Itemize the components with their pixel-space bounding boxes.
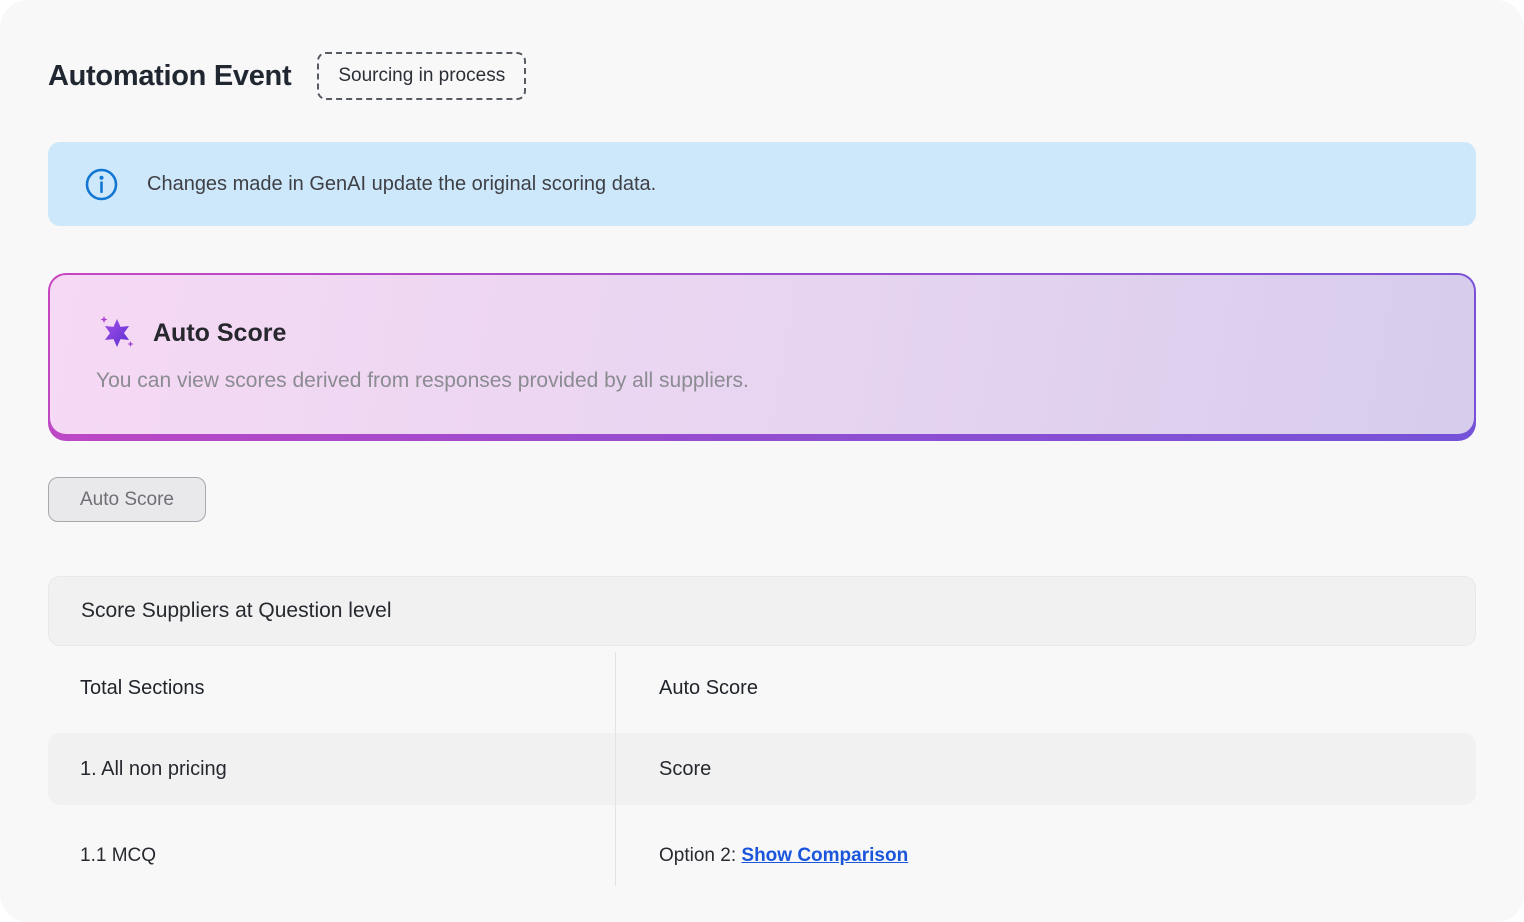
auto-score-button[interactable]: Auto Score <box>48 477 206 522</box>
auto-score-card-header: Auto Score <box>96 312 1428 354</box>
table-row: 1.1 MCQ Option 2: Show Comparison <box>48 805 1476 907</box>
table-header-row: Total Sections Auto Score <box>48 646 1476 731</box>
info-banner: Changes made in GenAI update the origina… <box>48 142 1476 226</box>
option-label: Option 2: <box>659 845 742 866</box>
auto-score-card-subtitle: You can view scores derived from respons… <box>96 369 749 392</box>
info-banner-text: Changes made in GenAI update the origina… <box>147 172 657 195</box>
show-comparison-link[interactable]: Show Comparison <box>741 845 909 866</box>
section-header: Score Suppliers at Question level <box>48 576 1476 646</box>
page-title: Automation Event <box>48 59 292 92</box>
title-row: Automation Event Sourcing in process <box>48 52 1476 100</box>
score-table: Total Sections Auto Score 1. All non pri… <box>48 646 1476 907</box>
section-cell: 1.1 MCQ <box>80 845 157 866</box>
score-cell: Option 2: Show Comparison <box>615 845 1476 867</box>
status-badge: Sourcing in process <box>317 52 527 100</box>
info-circle-icon <box>84 167 119 202</box>
auto-score-card: Auto Score You can view scores derived f… <box>48 273 1476 441</box>
column-header-auto-score: Auto Score <box>659 677 758 699</box>
sparkle-star-icon <box>96 312 138 354</box>
table-row: 1. All non pricing Score <box>48 733 1476 805</box>
section-cell: 1. All non pricing <box>80 757 227 780</box>
score-cell: Score <box>659 757 712 780</box>
auto-score-card-title: Auto Score <box>153 318 287 347</box>
column-divider <box>615 652 616 886</box>
column-header-total-sections: Total Sections <box>80 677 205 699</box>
